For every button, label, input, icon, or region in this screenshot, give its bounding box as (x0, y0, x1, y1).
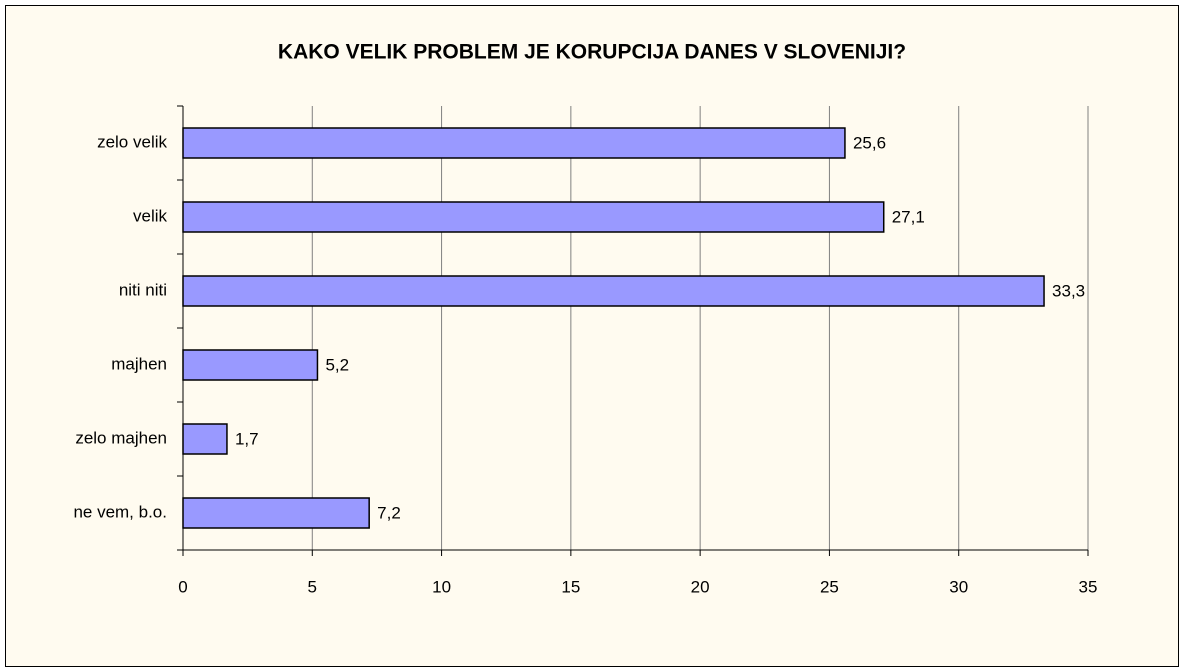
data-label: 5,2 (325, 355, 349, 374)
x-tick-label: 30 (949, 577, 968, 596)
bar (182, 275, 1045, 307)
bar (182, 201, 885, 233)
x-tick-label: 5 (308, 577, 317, 596)
y-tick-label: majhen (111, 354, 167, 373)
data-label: 1,7 (235, 429, 259, 448)
x-tick-label: 0 (178, 577, 187, 596)
y-tick-label: ne vem, b.o. (73, 502, 167, 521)
x-tick-label: 10 (432, 577, 451, 596)
data-label: 33,3 (1052, 281, 1085, 300)
chart-title: KAKO VELIK PROBLEM JE KORUPCIJA DANES V … (278, 41, 906, 64)
bar (182, 127, 846, 159)
y-tick-label: velik (133, 206, 168, 225)
data-label: 27,1 (892, 207, 925, 226)
x-tick-label: 15 (561, 577, 580, 596)
y-tick-label: niti niti (119, 280, 167, 299)
bar (182, 349, 319, 381)
x-tick-label: 35 (1079, 577, 1098, 596)
bar (182, 497, 370, 529)
y-tick-label: zelo velik (97, 132, 167, 151)
y-tick-label: zelo majhen (75, 428, 167, 447)
x-tick-label: 20 (691, 577, 710, 596)
data-label: 7,2 (377, 503, 401, 522)
chart-frame (5, 5, 1179, 667)
bar (182, 423, 228, 455)
data-label: 25,6 (853, 133, 886, 152)
x-tick-label: 25 (820, 577, 839, 596)
